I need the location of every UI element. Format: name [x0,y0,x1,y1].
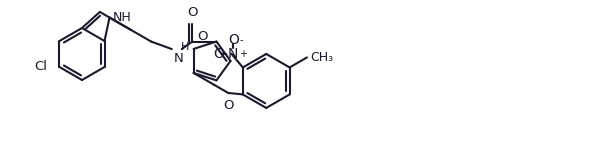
Text: +: + [239,49,248,59]
Text: CH₃: CH₃ [310,51,333,64]
Text: H: H [181,42,189,52]
Text: -: - [239,35,243,45]
Text: O: O [223,99,233,112]
Text: O: O [213,47,224,61]
Text: Cl: Cl [35,60,48,74]
Text: O: O [228,33,239,47]
Text: O: O [198,30,208,43]
Text: NH: NH [112,11,131,23]
Text: N: N [174,52,183,65]
Text: N: N [228,47,239,61]
Text: O: O [187,6,198,18]
